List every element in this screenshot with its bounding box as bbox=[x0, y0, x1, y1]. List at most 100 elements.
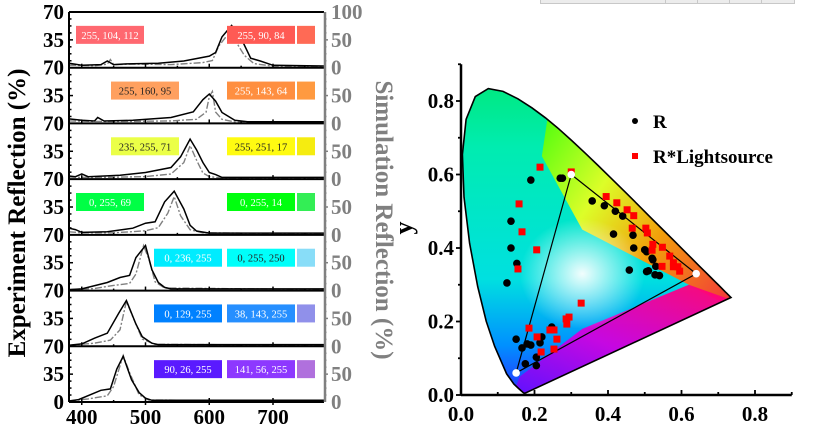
r-point bbox=[609, 230, 618, 238]
r-point bbox=[629, 244, 638, 252]
series-r-lightsource bbox=[514, 163, 684, 356]
r-point bbox=[503, 279, 511, 287]
right-tick-label: 0 bbox=[331, 279, 342, 303]
color-swatch bbox=[297, 25, 315, 44]
color-swatch bbox=[297, 304, 315, 323]
left-axis-ticks: 70 35 70 35 70 35 70 35 70 35 70 35 70 35 0 bbox=[43, 0, 73, 414]
r-point bbox=[558, 174, 567, 182]
r-point bbox=[523, 340, 531, 348]
right-tick-label: 0 bbox=[331, 167, 342, 191]
right-tick-label: 50 bbox=[331, 251, 352, 275]
r-lightsource-point bbox=[648, 246, 656, 254]
spectra-panel: 255, 160, 95 255, 143, 64 bbox=[68, 81, 325, 124]
experiment-color-label bbox=[76, 193, 144, 211]
right-tick-label: 50 bbox=[331, 306, 352, 330]
left-tick-label: 70 bbox=[43, 56, 64, 80]
r-lightsource-point bbox=[676, 267, 684, 275]
table-cell bbox=[762, 0, 793, 3]
y-tick-label: 0.4 bbox=[428, 236, 455, 260]
experiment-line bbox=[68, 243, 324, 291]
r-point bbox=[556, 174, 565, 182]
left-tick-label: 35 bbox=[43, 251, 64, 275]
r-point bbox=[655, 271, 664, 280]
left-tick-label: 35 bbox=[43, 362, 64, 386]
legend-square-marker bbox=[632, 153, 638, 159]
right-axis-label: Simulation Reflection (%) bbox=[370, 80, 397, 359]
experiment-rgb-text: 255, 160, 95 bbox=[119, 87, 172, 98]
right-tick-label: 50 bbox=[331, 195, 352, 219]
simulation-rgb-text: 255, 90, 84 bbox=[237, 31, 285, 42]
left-tick-label: 35 bbox=[43, 306, 64, 330]
x-tick-label: 0.4 bbox=[595, 402, 622, 426]
r-lightsource-point bbox=[602, 193, 610, 201]
r-lightsource-point bbox=[533, 333, 541, 341]
y-tick-label: 0.8 bbox=[428, 89, 454, 113]
cie-fill-purple bbox=[512, 284, 731, 394]
simulation-color-label bbox=[227, 81, 295, 100]
simulation-color-label bbox=[227, 304, 295, 323]
spectra-panel: 0, 255, 69 0, 255, 14 bbox=[68, 189, 325, 235]
r-lightsource-point bbox=[642, 224, 650, 232]
r-point bbox=[651, 262, 660, 271]
r-lightsource-point bbox=[533, 246, 541, 254]
experiment-rgb-text: 0, 255, 69 bbox=[89, 198, 131, 209]
x-tick-label: 700 bbox=[257, 405, 289, 429]
r-lightsource-point bbox=[537, 348, 545, 356]
legend-circle-marker bbox=[632, 118, 638, 124]
color-swatch bbox=[297, 248, 315, 267]
r-point bbox=[538, 333, 546, 341]
x-tick-label: 500 bbox=[130, 405, 162, 429]
right-tick-label: 0 bbox=[331, 334, 342, 358]
spectra-panel: 0, 129, 255 38, 143, 255 bbox=[68, 298, 325, 347]
x-tick-label: 0.6 bbox=[668, 402, 694, 426]
r-lightsource-point bbox=[658, 262, 666, 270]
cie-fill-base bbox=[462, 88, 731, 394]
simulation-color-label bbox=[227, 193, 295, 211]
simulation-line bbox=[68, 89, 325, 124]
r-lightsource-point bbox=[630, 212, 638, 220]
primary-white-point bbox=[512, 369, 520, 377]
right-tick-label: 0 bbox=[331, 390, 342, 414]
r-lightsource-point bbox=[658, 243, 666, 251]
right-tick-label: 50 bbox=[331, 84, 352, 108]
gamut-triangle bbox=[515, 173, 698, 375]
experiment-line bbox=[68, 92, 324, 123]
r-point bbox=[649, 255, 657, 264]
r-lightsource-point bbox=[669, 259, 677, 267]
r-lightsource-point bbox=[643, 229, 651, 237]
primary-white-point bbox=[567, 170, 576, 179]
spectral-locus bbox=[461, 87, 733, 394]
simulation-rgb-text: 255, 251, 17 bbox=[235, 142, 288, 153]
simulation-rgb-text: 38, 143, 255 bbox=[235, 309, 288, 320]
r-lightsource-point bbox=[550, 326, 558, 334]
r-lightsource-point bbox=[563, 320, 571, 328]
r-lightsource-point bbox=[565, 313, 573, 321]
left-axis-label: Experiment Reflection (%) bbox=[4, 69, 31, 358]
table-fragment bbox=[540, 0, 795, 4]
experiment-rgb-text: 0, 236, 255 bbox=[164, 254, 211, 265]
x-tick-label: 0.2 bbox=[521, 402, 547, 426]
right-tick-label: 100 bbox=[331, 0, 363, 24]
r-lightsource-point bbox=[628, 224, 636, 232]
spectra-panel: 90, 26, 255 141, 56, 255 bbox=[68, 353, 325, 402]
simulation-line bbox=[68, 243, 325, 291]
experiment-rgb-text: 90, 26, 255 bbox=[164, 365, 211, 376]
experiment-line bbox=[68, 354, 324, 402]
left-tick-label: 70 bbox=[43, 111, 64, 135]
r-lightsource-point bbox=[623, 206, 631, 214]
y-tick-label: 0.2 bbox=[428, 310, 454, 334]
experiment-line bbox=[68, 137, 324, 179]
experiment-line bbox=[68, 189, 324, 234]
r-point bbox=[507, 217, 515, 225]
r-lightsource-point bbox=[553, 335, 561, 343]
color-swatch bbox=[297, 360, 315, 379]
r-lightsource-point bbox=[577, 299, 585, 307]
simulation-rgb-text: 0, 255, 14 bbox=[240, 198, 283, 209]
simulation-color-label bbox=[227, 360, 295, 379]
right-tick-label: 0 bbox=[331, 223, 342, 247]
r-point bbox=[611, 207, 620, 216]
primary-white-point bbox=[692, 269, 700, 278]
r-lightsource-point bbox=[562, 315, 570, 323]
r-point bbox=[644, 266, 653, 275]
